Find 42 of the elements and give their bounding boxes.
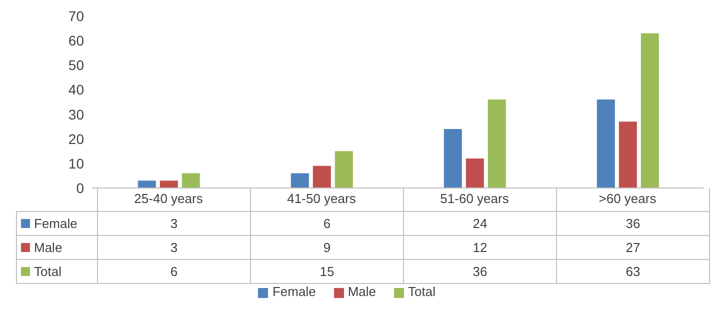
y-tick-label: 30: [68, 106, 84, 122]
bar: [488, 100, 506, 188]
text: Female: [272, 284, 316, 299]
data-label: 36: [556, 212, 710, 236]
x-tick-label: 51-60 years: [440, 191, 510, 206]
bar: [466, 158, 484, 188]
y-tick-label: 20: [68, 130, 84, 147]
bar: [334, 151, 353, 188]
legend-label: Total: [408, 284, 436, 299]
data-label: 3: [98, 212, 250, 236]
y-tick-label: 50: [68, 57, 84, 74]
y-tick-label: 60: [68, 32, 84, 49]
y-tick-label: 0: [76, 180, 84, 196]
data-label: 15: [250, 260, 404, 284]
data-label: 24: [404, 212, 556, 236]
text: Male: [34, 240, 62, 255]
x-tick-label: 25-40 years: [134, 191, 204, 206]
bar: [640, 33, 659, 188]
data-label: 36: [404, 260, 556, 284]
bar: [138, 180, 156, 188]
bar: [444, 129, 462, 188]
data-label: 3: [98, 236, 250, 260]
bar: [596, 100, 615, 188]
data-label: 6: [250, 212, 404, 236]
y-tick-label: 10: [68, 155, 84, 172]
data-label: 27: [556, 236, 710, 260]
x-tick-label: 41-50 years: [287, 191, 356, 206]
y-tick-label: 40: [68, 82, 84, 98]
bar: [182, 173, 200, 188]
data-label: 63: [556, 260, 710, 284]
bar: [290, 173, 309, 188]
data-label: 6: [98, 260, 250, 284]
text: Total: [34, 264, 62, 279]
legend-label: Male: [348, 284, 376, 299]
y-tick-label: 70: [68, 8, 84, 24]
x-tick-label: >60 years: [598, 191, 657, 206]
bar: [618, 122, 637, 188]
data-label: 9: [250, 236, 404, 260]
data-label: 12: [404, 236, 556, 260]
legend-label: Female: [16, 212, 98, 236]
bar: [160, 180, 178, 188]
bar: [312, 166, 331, 188]
